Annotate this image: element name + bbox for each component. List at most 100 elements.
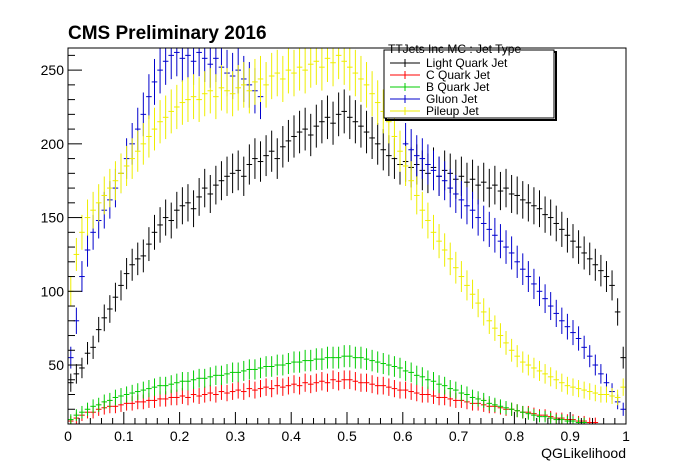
x-axis-label: QGLikelihood xyxy=(541,445,626,461)
data-point xyxy=(118,388,124,404)
data-point xyxy=(274,354,281,376)
data-point xyxy=(374,376,381,395)
data-point xyxy=(296,376,303,395)
data-point xyxy=(84,341,91,365)
data-point xyxy=(475,288,481,318)
data-point xyxy=(519,181,526,219)
data-point xyxy=(347,345,353,368)
data-point xyxy=(257,357,264,379)
data-point xyxy=(609,270,615,301)
data-point xyxy=(179,388,186,404)
data-point xyxy=(441,161,448,201)
data-point xyxy=(581,236,587,270)
data-point xyxy=(190,190,197,228)
data-point xyxy=(235,381,241,399)
data-point xyxy=(531,409,537,422)
data-point xyxy=(252,58,258,105)
data-point xyxy=(174,389,180,406)
data-point xyxy=(268,356,275,377)
data-point xyxy=(151,58,158,105)
data-point xyxy=(90,191,96,229)
data-point xyxy=(218,161,225,201)
data-point xyxy=(330,346,336,369)
data-point xyxy=(503,230,509,264)
data-point xyxy=(313,48,320,85)
data-point xyxy=(531,357,537,379)
y-tick-label: 150 xyxy=(41,210,65,226)
data-point xyxy=(151,214,158,250)
data-point xyxy=(207,174,214,213)
data-point xyxy=(341,89,347,134)
series-pileup-jet xyxy=(68,48,626,406)
data-point xyxy=(413,176,420,215)
data-point xyxy=(179,80,186,125)
legend-entry: B Quark Jet xyxy=(390,80,490,94)
data-point xyxy=(397,381,403,399)
series-b-quark-jet xyxy=(68,345,587,424)
data-point xyxy=(129,138,135,179)
data-point xyxy=(598,364,604,384)
data-point xyxy=(335,48,342,80)
data-point xyxy=(285,119,292,162)
data-point xyxy=(240,156,247,196)
data-point xyxy=(575,326,582,351)
data-point xyxy=(402,145,409,187)
legend-label: Pileup Jet xyxy=(426,104,479,118)
x-tick-label: 0.9 xyxy=(560,428,580,444)
data-point xyxy=(586,383,593,400)
data-point xyxy=(480,205,487,242)
data-point xyxy=(107,295,113,323)
data-point xyxy=(441,233,448,267)
data-point xyxy=(397,130,403,172)
data-point xyxy=(95,316,102,343)
data-point xyxy=(319,372,325,391)
x-tick-label: 0.2 xyxy=(170,428,190,444)
data-point xyxy=(73,364,80,384)
data-point xyxy=(95,184,102,222)
data-point xyxy=(129,384,135,402)
legend-label: B Quark Jet xyxy=(426,80,490,94)
data-point xyxy=(402,360,409,381)
data-point xyxy=(531,187,537,225)
data-point xyxy=(224,68,230,114)
data-point xyxy=(185,184,191,222)
data-point xyxy=(196,48,202,77)
data-point xyxy=(263,378,269,396)
legend-title: TTJets Inc MC : Jet Type xyxy=(388,42,521,56)
data-point xyxy=(319,348,325,370)
data-point xyxy=(274,138,281,179)
data-point xyxy=(469,191,476,229)
data-point xyxy=(564,376,571,395)
data-point xyxy=(324,346,331,369)
data-point xyxy=(380,376,387,395)
data-point xyxy=(179,187,186,225)
data-point xyxy=(480,392,487,408)
data-point xyxy=(90,399,96,414)
data-point xyxy=(190,386,197,403)
data-point xyxy=(553,299,560,328)
data-point xyxy=(492,165,498,205)
data-point xyxy=(514,404,520,418)
data-point xyxy=(162,199,169,236)
data-point xyxy=(107,392,113,408)
legend: TTJets Inc MC : Jet Type Light Quark Jet… xyxy=(383,42,557,121)
data-point xyxy=(581,335,587,359)
data-point xyxy=(213,365,219,386)
x-tick-label: 1 xyxy=(622,428,630,444)
series-c-quark-jet xyxy=(68,370,599,424)
data-point xyxy=(564,313,571,340)
data-point xyxy=(559,373,565,392)
data-point xyxy=(235,150,241,191)
data-point xyxy=(196,368,202,388)
data-point xyxy=(73,409,80,422)
data-point xyxy=(341,370,347,390)
data-point xyxy=(162,95,169,140)
data-point xyxy=(581,381,587,399)
data-point xyxy=(213,165,219,205)
data-point xyxy=(257,141,264,182)
data-point xyxy=(246,380,253,398)
data-point xyxy=(553,414,560,424)
legend-label: Gluon Jet xyxy=(426,92,478,106)
